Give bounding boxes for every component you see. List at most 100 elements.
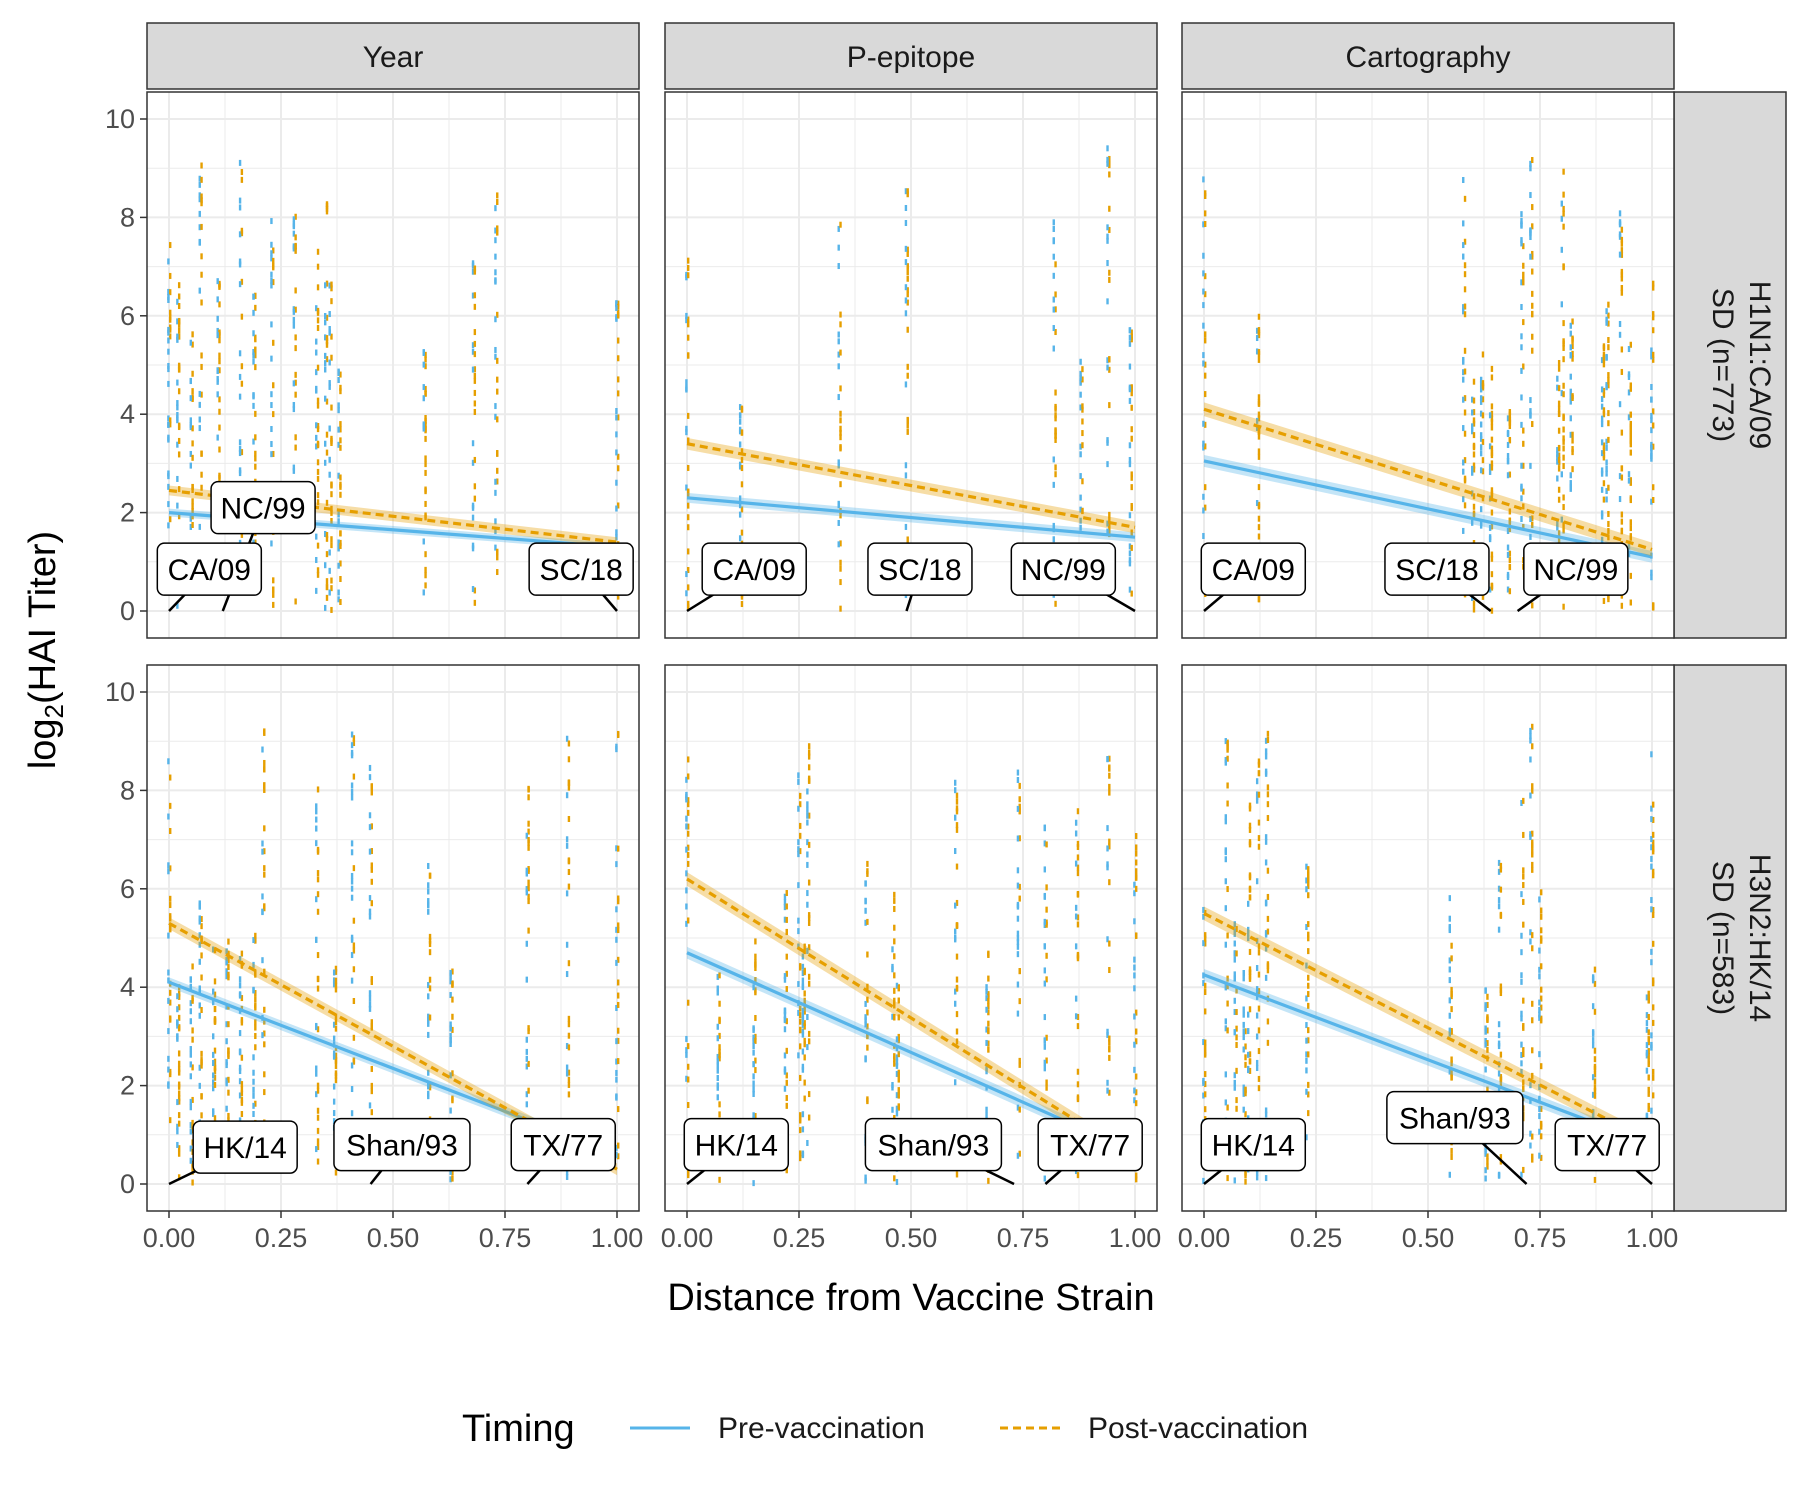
post-vaccination-point (424, 551, 427, 558)
pre-vaccination-point (270, 391, 273, 398)
post-vaccination-point (617, 414, 620, 421)
pre-vaccination-point (270, 271, 273, 278)
pre-vaccination-point (1605, 488, 1608, 495)
post-vaccination-point (785, 929, 788, 936)
post-vaccination-point (617, 898, 620, 905)
post-vaccination-point (1620, 346, 1624, 353)
pre-vaccination-point (1106, 364, 1109, 371)
post-vaccination-point (1226, 1000, 1229, 1007)
post-vaccination-point (617, 1153, 620, 1160)
post-vaccination-point (1450, 1060, 1453, 1067)
post-vaccination-point (1647, 1090, 1650, 1097)
post-vaccination-point (1557, 496, 1561, 503)
post-vaccination-point (1463, 347, 1467, 354)
pre-vaccination-point (1448, 977, 1451, 984)
post-vaccination-point (254, 292, 257, 299)
pre-vaccination-point (252, 309, 255, 316)
pre-vaccination-point (1605, 308, 1608, 315)
post-vaccination-point (169, 802, 172, 809)
pre-vaccination-point (337, 539, 340, 546)
pre-vaccination-point (324, 319, 327, 326)
pre-vaccination-point (1462, 242, 1465, 249)
post-vaccination-point (567, 1044, 571, 1051)
post-vaccination-point (740, 405, 744, 412)
post-vaccination-point (1629, 449, 1632, 456)
pre-vaccination-point (716, 1062, 719, 1069)
pre-vaccination-point (328, 282, 331, 289)
pre-vaccination-point (752, 1049, 755, 1056)
post-vaccination-point (177, 990, 181, 997)
post-vaccination-point (799, 1150, 802, 1157)
pre-vaccination-point (1506, 551, 1510, 558)
pre-vaccination-point (494, 269, 497, 276)
post-vaccination-point (1108, 269, 1111, 276)
post-vaccination-point (1135, 1038, 1138, 1045)
post-vaccination-point (254, 463, 257, 470)
post-vaccination-point (294, 345, 297, 352)
post-vaccination-point (191, 440, 194, 447)
pre-vaccination-point (337, 589, 340, 596)
pre-vaccination-point (189, 1073, 192, 1080)
pre-vaccination-point (891, 963, 894, 970)
pre-vaccination-point (315, 1065, 318, 1072)
pre-vaccination-point (1247, 1051, 1250, 1058)
post-vaccination-point (617, 593, 620, 600)
pre-vaccination-point (1538, 1113, 1541, 1120)
pre-vaccination-point (494, 253, 497, 260)
post-vaccination-point (254, 969, 257, 976)
post-vaccination-point (1522, 1166, 1525, 1173)
pre-vaccination-point (685, 571, 688, 578)
pre-vaccination-point (1520, 394, 1523, 401)
pre-vaccination-point (1484, 1146, 1487, 1153)
post-vaccination-point (799, 1074, 802, 1081)
pre-vaccination-point (895, 1059, 899, 1066)
pre-vaccination-point (292, 308, 296, 315)
post-vaccination-point (1571, 318, 1574, 325)
pre-vaccination-point (716, 989, 719, 996)
post-vaccination-point (1540, 1015, 1543, 1022)
post-vaccination-point (177, 513, 181, 520)
post-vaccination-point (1257, 411, 1261, 418)
post-vaccination-point (169, 333, 172, 340)
post-vaccination-point (1076, 870, 1080, 877)
post-vaccination-point (191, 513, 194, 520)
post-vaccination-point (807, 1038, 811, 1045)
post-vaccination-point (272, 577, 275, 584)
pre-vaccination-point (1128, 334, 1132, 341)
post-vaccination-point (339, 437, 342, 444)
post-vaccination-point (1629, 341, 1632, 348)
post-vaccination-point (1076, 914, 1080, 921)
pre-vaccination-point (189, 450, 192, 457)
post-vaccination-point (1266, 963, 1270, 970)
post-vaccination-point (424, 421, 427, 428)
post-vaccination-point (316, 542, 320, 549)
post-vaccination-point (496, 416, 499, 423)
post-vaccination-point (1076, 1172, 1080, 1179)
post-vaccination-point (1108, 226, 1111, 233)
pre-vaccination-point (1448, 915, 1451, 922)
post-vaccination-point (218, 424, 221, 431)
pre-vaccination-point (1242, 1021, 1245, 1028)
pre-vaccination-point (1016, 867, 1020, 874)
pre-vaccination-point (1224, 905, 1227, 912)
pre-vaccination-point (238, 373, 242, 380)
strain-label-text: Shan/93 (1399, 1103, 1511, 1136)
pre-vaccination-point (176, 1006, 179, 1013)
post-vaccination-point (218, 280, 221, 287)
pre-vaccination-point (1600, 415, 1604, 422)
post-vaccination-point (1620, 247, 1624, 254)
pre-vaccination-point (1043, 1037, 1046, 1044)
post-vaccination-point (1135, 859, 1138, 866)
post-vaccination-point (240, 313, 244, 320)
pre-vaccination-point (1264, 1107, 1268, 1114)
post-vaccination-point (955, 805, 959, 812)
post-vaccination-point (1481, 412, 1485, 419)
post-vaccination-point (567, 756, 571, 763)
post-vaccination-point (799, 792, 802, 799)
pre-vaccination-point (1605, 316, 1608, 323)
post-vaccination-point (1499, 990, 1503, 997)
post-vaccination-point (1257, 394, 1261, 401)
pre-vaccination-point (1016, 935, 1020, 942)
pre-vaccination-point (1128, 560, 1132, 567)
post-vaccination-point (1463, 457, 1467, 464)
